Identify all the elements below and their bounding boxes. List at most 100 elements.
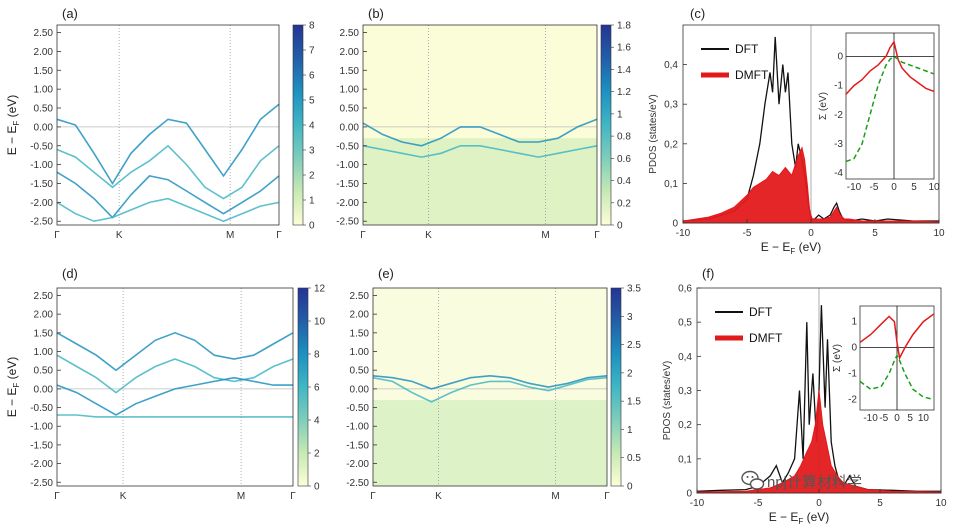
colorbar-tick-label: 0.2	[617, 198, 631, 209]
plot-background	[57, 288, 293, 486]
y-axis-title: PDOS (states/eV)	[662, 361, 673, 440]
x-tick-label: M	[541, 230, 549, 241]
y-tick-label: -1.50	[336, 179, 359, 190]
inset-x-tick-label: 5	[911, 182, 917, 193]
y-tick-label: 2.00	[340, 47, 360, 58]
y-axis-title-sub: F	[12, 121, 21, 126]
colorbar-tick-label: 1.8	[617, 21, 631, 32]
y-tick-label: 1.50	[34, 66, 54, 77]
colorbar-tick-label: 2.5	[627, 340, 641, 351]
band-line	[56, 171, 280, 219]
band-line	[56, 331, 294, 372]
x-axis-title-sub: F	[798, 517, 803, 526]
inset-x-tick-label: -10	[847, 182, 862, 193]
panel-label: (b)	[368, 6, 384, 21]
y-axis-title-unit: (eV)	[5, 357, 19, 383]
y-tick-label: 0,2	[664, 139, 678, 150]
y-tick-label: 2.00	[34, 310, 54, 321]
band-line	[56, 103, 280, 186]
y-axis-title-unit: (eV)	[5, 95, 19, 121]
inset-y-axis-title: Σ (eV)	[832, 344, 843, 372]
y-tick-label: 2.00	[350, 310, 370, 321]
inset-y-tick-label: 1	[851, 317, 857, 328]
y-tick-label: -0.50	[30, 141, 53, 152]
colorbar	[600, 24, 612, 226]
inset-y-tick-label: -3	[834, 139, 843, 150]
colorbar-tick-label: 6	[309, 71, 315, 82]
inset-x-tick-label: 5	[907, 413, 913, 424]
colorbar-tick-label: 2	[627, 368, 633, 379]
colorbar	[292, 24, 304, 226]
band-line	[362, 118, 598, 147]
inset-x-tick-label: 10	[918, 413, 930, 424]
y-tick-label: 1.00	[340, 85, 360, 96]
x-tick-label: K	[116, 230, 123, 241]
y-tick-label: -0.50	[346, 403, 369, 414]
legend-label-dft: DFT	[749, 305, 773, 319]
colorbar-tick-label: 0.8	[617, 132, 631, 143]
y-tick-label: 1.50	[340, 66, 360, 77]
x-tick-label: Γ	[276, 230, 282, 241]
y-tick-label: 0,3	[678, 386, 692, 397]
inset-frame	[845, 32, 935, 180]
colorbar-tick-label: 1	[617, 109, 623, 120]
y-tick-label: 0.50	[34, 104, 54, 115]
y-tick-label: 0.00	[34, 122, 54, 133]
x-tick-label: -10	[676, 228, 691, 239]
y-tick-label: 0.00	[340, 122, 360, 133]
colorbar-tick-label: 0	[309, 221, 315, 232]
colorbar-tick-label: 8	[309, 21, 315, 32]
y-tick-label: 2.50	[350, 291, 370, 302]
panel-label: (a)	[62, 6, 78, 21]
colorbar	[297, 287, 309, 487]
inset-y-tick-label: -1	[834, 81, 843, 92]
colorbar-tick-label: 2	[314, 449, 320, 460]
y-tick-label: 2.00	[34, 47, 54, 58]
plot-background	[57, 25, 279, 225]
x-tick-label: -5	[754, 498, 763, 509]
plot-frame	[56, 24, 280, 226]
y-tick-label: 0,4	[678, 352, 692, 363]
plot-frame	[362, 24, 598, 226]
x-tick-label: Γ	[54, 230, 60, 241]
x-tick-label: 10	[933, 228, 945, 239]
y-tick-label: -1.50	[346, 440, 369, 451]
dmft-area	[682, 146, 940, 224]
x-tick-label: K	[435, 491, 442, 502]
colorbar-tick-label: 1.5	[627, 397, 641, 408]
panel-b: (b) 2.50 2.00 1.50 1.00 0.50 0.00 -0.50 -1.00 -1.…	[336, 6, 631, 241]
y-tick-label: -1.00	[30, 422, 53, 433]
x-tick-label: 0	[808, 228, 814, 239]
y-axis-title-sub: F	[12, 383, 21, 388]
colorbar-tick-label: 4	[309, 121, 315, 132]
colorbar-tick-label: 0.5	[627, 453, 641, 464]
y-tick-label: -2.50	[346, 478, 369, 489]
x-tick-label: Γ	[290, 491, 296, 502]
y-tick-label: 0	[672, 219, 678, 230]
panel-c: (c)00,10,20,30,4-10 -5 0 5 10E − EF (eV)PDOS…	[648, 6, 945, 256]
colorbar-tick-label: 0	[617, 221, 623, 232]
watermark: npj计算材料学	[741, 470, 862, 491]
y-tick-label: 1.50	[350, 328, 370, 339]
x-tick-label: -10	[690, 498, 705, 509]
panel-d: (d) 2.50 2.00 1.50 1.00 0.50 0.00 -0.50 -1.00 -1.…	[5, 266, 326, 502]
y-tick-label: 0.50	[350, 366, 370, 377]
y-axis-title: E − EF (eV)	[5, 95, 21, 156]
colorbar-tick-label: 2	[309, 171, 315, 182]
y-tick-label: 1.00	[34, 347, 54, 358]
band-line	[362, 145, 598, 158]
y-tick-label: 0,5	[678, 318, 692, 329]
y-tick-label: 0,1	[678, 454, 692, 465]
plot-frame	[372, 287, 608, 487]
x-tick-label: M	[551, 491, 559, 502]
band-line	[56, 197, 280, 223]
colorbar-tick-label: 6	[314, 383, 320, 394]
y-tick-label: 0.50	[34, 366, 54, 377]
y-tick-label: -2.50	[336, 217, 359, 228]
panel-label: (d)	[62, 266, 78, 281]
x-tick-label: -5	[743, 228, 752, 239]
legend-label-dmft: DMFT	[735, 68, 769, 82]
inset-imag-sigma-line	[845, 55, 935, 163]
panel-label: (f)	[702, 266, 714, 281]
self-energy-inset: 0 -1 -2 -3 -4 -10 -5 0 5 10 Σ (eV)	[818, 32, 940, 193]
